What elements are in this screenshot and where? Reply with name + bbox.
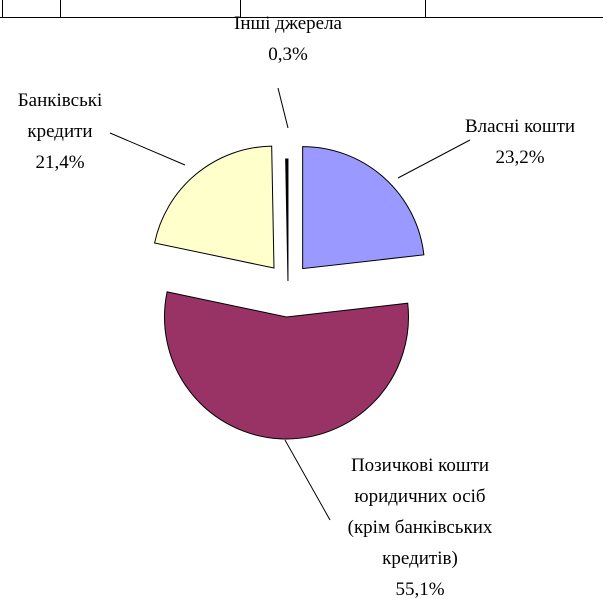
value-label: 55,1%: [395, 579, 444, 599]
table-border: [0, 0, 603, 18]
leader-line: [397, 139, 471, 179]
leader-line: [109, 132, 186, 166]
pie-slice: [153, 145, 275, 269]
value-label: 21,4%: [35, 152, 84, 173]
pie-slice: [285, 158, 289, 282]
category-label: Банківські кредити: [18, 90, 103, 142]
category-label: Інші джерела: [234, 13, 343, 34]
leader-line: [284, 439, 331, 521]
pie-slice: [302, 146, 425, 270]
value-label: 0,3%: [268, 44, 308, 65]
slice-label: Банківські кредити 21,4%: [18, 90, 103, 173]
value-label: 23,2%: [495, 147, 544, 168]
category-label: Позичкові кошти юридичних осіб (крім банкі…: [348, 455, 493, 569]
leader-line: [277, 87, 289, 129]
category-label: Власні кошти: [465, 116, 575, 137]
slice-label: Власні кошти 23,2%: [465, 116, 575, 168]
pie-slice: [164, 291, 409, 440]
slice-label: Позичкові кошти юридичних осіб (крім банкі…: [348, 455, 493, 599]
slice-label: Інші джерела 0,3%: [234, 13, 343, 65]
